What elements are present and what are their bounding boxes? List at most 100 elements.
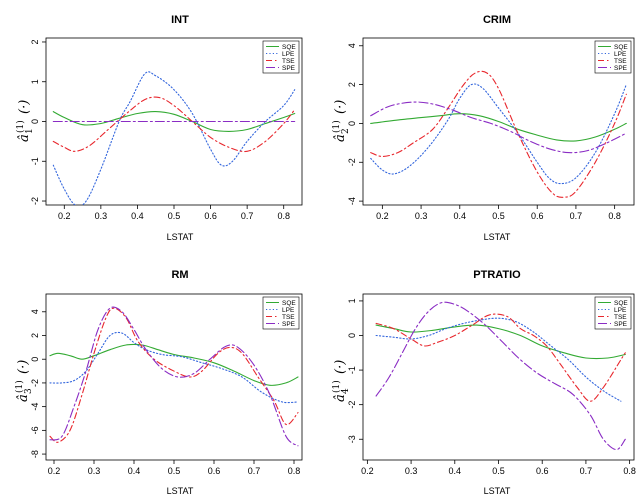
x-tick-label: 0.3 — [415, 211, 428, 221]
panel-title: CRIM — [483, 14, 511, 26]
y-tick-label: -4 — [347, 197, 357, 205]
y-label-symbol: â — [16, 394, 31, 402]
x-tick-label: 0.7 — [241, 211, 254, 221]
y-tick-label: 4 — [30, 309, 40, 314]
y-tick-label: 0 — [30, 357, 40, 362]
y-label-argument: (·) — [333, 360, 348, 374]
x-tick-label: 0.4 — [449, 466, 462, 476]
series-line-sqe — [49, 343, 299, 386]
y-tick-label: -2 — [347, 401, 357, 409]
x-tick-label: 0.3 — [405, 466, 418, 476]
x-axis-label: LSTAT — [167, 486, 194, 496]
series-line-sqe — [370, 113, 627, 142]
y-label-superscript: (1) — [331, 380, 342, 393]
y-tick-label: 2 — [30, 333, 40, 338]
x-tick-label: 0.8 — [623, 466, 636, 476]
panel-title: PTRATIO — [473, 269, 521, 281]
series-line-lpe — [52, 71, 296, 205]
series-line-lpe — [49, 331, 299, 404]
y-tick-label: 0 — [347, 333, 357, 338]
y-label-superscript: (1) — [15, 120, 26, 133]
y-axis-label: â (1) 2 (·) — [331, 100, 351, 142]
panel-crim: CRIM â (1) 2 (·) LSTAT 0.2 0.3 0.4 0.5 0.6 0.… — [331, 14, 635, 242]
x-tick-label: 0.2 — [48, 466, 61, 476]
x-tick-label: 0.8 — [288, 466, 301, 476]
legend-label-lpe: LPE — [282, 307, 295, 314]
x-axis-label: LSTAT — [167, 232, 194, 242]
panel-title: INT — [171, 14, 189, 26]
x-tick-label: 0.6 — [536, 466, 549, 476]
series-group — [370, 70, 627, 198]
panel-title: RM — [171, 269, 188, 281]
y-tick-label: -2 — [347, 158, 357, 166]
series-group — [52, 71, 296, 205]
y-label-symbol: â — [333, 394, 348, 402]
y-tick-label: -1 — [347, 366, 357, 374]
y-label-symbol: â — [17, 134, 32, 142]
legend-label-tse: TSE — [614, 314, 627, 321]
y-tick-label: 2 — [30, 39, 40, 44]
y-tick-label: -3 — [347, 435, 357, 443]
legend-label-tse: TSE — [282, 314, 295, 321]
x-tick-label: 0.2 — [58, 211, 71, 221]
legend-label-tse: TSE — [614, 58, 627, 65]
panel-rm: RM â (1) 3 (·) LSTAT 0.2 0.3 0.4 0.5 0.6 0.7 0… — [14, 269, 303, 496]
x-tick-label: 0.6 — [531, 211, 544, 221]
y-tick-label: 1 — [347, 298, 357, 303]
legend-label-spe: SPE — [614, 321, 628, 328]
y-tick-label: 1 — [30, 79, 40, 84]
legend-label-sqe: SQE — [282, 44, 296, 51]
y-label-symbol: â — [333, 134, 348, 142]
x-tick-label: 0.6 — [208, 466, 221, 476]
y-label-argument: (·) — [17, 100, 32, 114]
series-group — [49, 306, 299, 447]
y-axis-label: â (1) 3 (·) — [14, 360, 34, 402]
x-tick-label: 0.4 — [131, 211, 144, 221]
legend-label-lpe: LPE — [614, 51, 627, 58]
series-line-sqe — [52, 111, 296, 132]
y-label-superscript: (1) — [331, 120, 342, 133]
y-tick-label: 2 — [347, 82, 357, 87]
legend-label-spe: SPE — [282, 321, 296, 328]
x-tick-label: 0.8 — [277, 211, 290, 221]
legend-label-lpe: LPE — [614, 307, 627, 314]
x-tick-label: 0.5 — [168, 466, 181, 476]
x-tick-label: 0.2 — [361, 466, 374, 476]
y-tick-label: -6 — [30, 426, 40, 434]
legend-label-spe: SPE — [282, 65, 296, 72]
legend-label-sqe: SQE — [614, 44, 628, 51]
y-tick-label: -8 — [30, 450, 40, 458]
y-axis-label: â (1) 1 (·) — [15, 100, 35, 142]
y-label-subscript: 3 — [24, 388, 34, 394]
y-label-subscript: 1 — [25, 128, 35, 134]
x-tick-label: 0.3 — [88, 466, 101, 476]
y-label-argument: (·) — [333, 100, 348, 114]
x-tick-label: 0.3 — [95, 211, 108, 221]
panel-int: INT â (1) 1 (·) LSTAT 0.2 0.3 0.4 0.5 0.6 0.7… — [15, 14, 303, 242]
legend-label-sqe: SQE — [614, 300, 628, 307]
x-tick-label: 0.5 — [168, 211, 181, 221]
y-label-subscript: 2 — [341, 128, 351, 134]
y-tick-label: -2 — [30, 197, 40, 205]
series-group — [375, 301, 626, 451]
x-tick-label: 0.5 — [492, 211, 505, 221]
y-tick-label: -4 — [30, 403, 40, 411]
legend-label-tse: TSE — [282, 58, 295, 65]
y-tick-label: -2 — [30, 379, 40, 387]
series-line-tse — [52, 96, 296, 153]
y-tick-label: 0 — [30, 119, 40, 124]
x-tick-label: 0.4 — [128, 466, 141, 476]
series-line-spe — [49, 306, 299, 447]
legend-label-spe: SPE — [614, 65, 628, 72]
y-label-argument: (·) — [16, 360, 31, 374]
y-label-superscript: (1) — [14, 380, 25, 393]
series-line-spe — [375, 301, 626, 451]
y-tick-label: -1 — [30, 157, 40, 165]
y-tick-label: 0 — [347, 121, 357, 126]
x-tick-label: 0.4 — [454, 211, 467, 221]
